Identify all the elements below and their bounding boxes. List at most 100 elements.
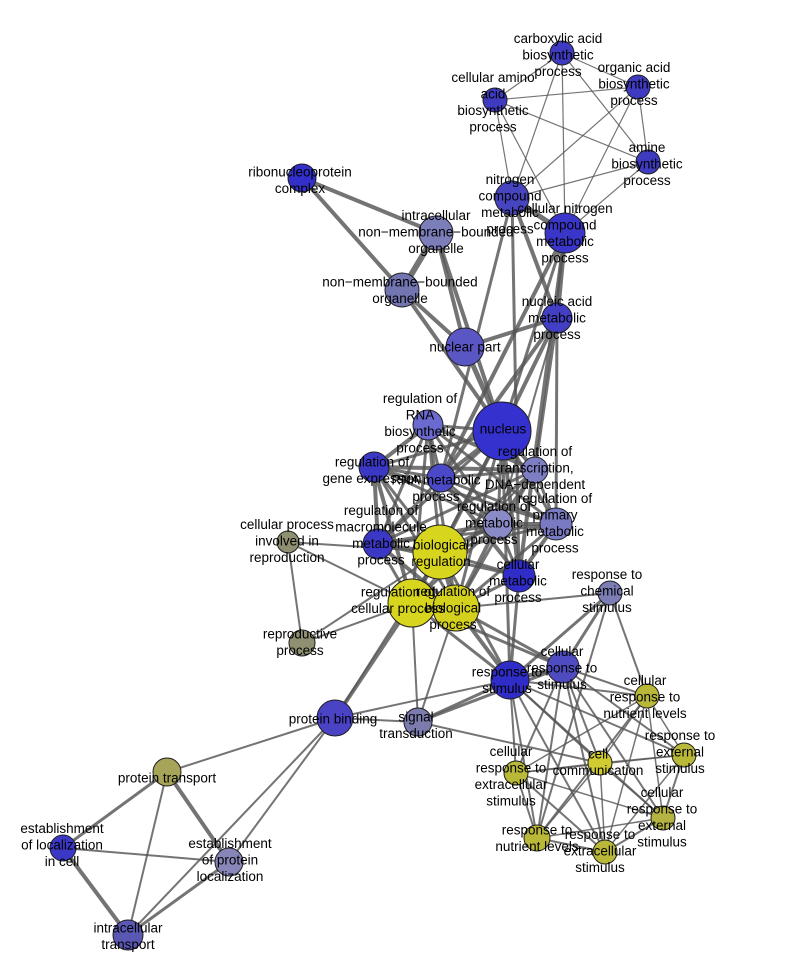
label-cell-communication: cell communication	[553, 746, 644, 778]
edge-rna-metabolic-process--regulation-of-transcription-dna-dependent	[440, 468, 536, 480]
node-regulation-of-primary-metabolic-process[interactable]	[539, 507, 573, 541]
edge-cellular-nitrogen-compound-metabolic-process--cellular-metabolic-process	[517, 232, 567, 577]
edge-response-to-chemical-stimulus--cellular-response-to-nutrient-levels	[609, 592, 648, 697]
edge-establishment-of-localization-in-cell--intracellular-transport	[61, 846, 130, 937]
edge-regulation-of-rna-biosynthetic-process--regulation-of-biological-process	[426, 424, 458, 609]
node-biological-regulation[interactable]	[412, 524, 468, 580]
label-reproductive-process: reproductive process	[263, 626, 337, 658]
node-nitrogen-compound-metabolic-process[interactable]	[494, 180, 530, 216]
edge-cellular-amino-acid-biosynthetic-process--cellular-nitrogen-compound-metabolic-process	[494, 99, 566, 234]
edge-response-to-stimulus--cellular-response-to-nutrient-levels	[509, 679, 648, 697]
edge-organic-acid-biosynthetic-process--cellular-amino-acid-biosynthetic-process	[494, 86, 639, 101]
label-cellular-response-to-nutrient-levels: cellular response to nutrient levels	[603, 673, 687, 721]
edge-regulation-of-gene-expression--regulation-of-metabolic-process	[373, 465, 499, 526]
edge-protein-transport--establishment-of-protein-localization	[165, 770, 231, 864]
edge-cellular-response-to-stimulus--signal-transduction	[417, 665, 564, 724]
node-intracellular-transport[interactable]	[112, 919, 144, 951]
edge-amine-biosynthetic-process--nitrogen-compound-metabolic-process	[511, 161, 649, 199]
label-regulation-of-biological-process: regulation of biological process	[416, 584, 491, 632]
node-cellular-response-to-nutrient-levels[interactable]	[634, 683, 660, 709]
edge-carboxylic-acid-biosynthetic-process--organic-acid-biosynthetic-process	[561, 52, 639, 88]
edge-response-to-external-stimulus--response-to-extracellular-stimulus	[604, 754, 685, 853]
node-ribonucleoprotein-complex[interactable]	[287, 163, 317, 193]
edge-cell-communication--cellular-response-to-external-stimulus	[599, 762, 664, 819]
label-carboxylic-acid-biosynthetic-process: carboxylic acid biosynthetic process	[514, 31, 603, 79]
node-cellular-amino-acid-biosynthetic-process[interactable]	[482, 87, 508, 113]
node-regulation-of-biological-process[interactable]	[432, 584, 480, 632]
node-regulation-of-rna-biosynthetic-process[interactable]	[412, 409, 444, 441]
label-cellular-amino-acid-biosynthetic-process: cellular amino acid biosynthetic process	[451, 70, 534, 135]
edge-nucleic-acid-metabolic-process--regulation-of-transcription-dna-dependent	[533, 317, 559, 471]
label-biological-regulation: biological regulation	[411, 537, 470, 569]
node-protein-transport[interactable]	[152, 757, 182, 787]
labels-layer: carboxylic acid biosynthetic process organi…	[20, 31, 715, 952]
label-regulation-of-gene-expression: regulation of gene expression	[322, 454, 421, 486]
edge-carboxylic-acid-biosynthetic-process--cellular-amino-acid-biosynthetic-process	[494, 52, 563, 101]
edge-protein-transport--establishment-of-localization-in-cell	[62, 770, 168, 850]
node-cellular-nitrogen-compound-metabolic-process[interactable]	[544, 212, 586, 254]
label-intracellular-transport: intracellular transport	[93, 920, 163, 952]
node-establishment-of-protein-localization[interactable]	[214, 847, 244, 877]
edge-cell-communication--signal-transduction	[417, 721, 601, 764]
node-cellular-process-involved-in-reproduction[interactable]	[276, 530, 300, 554]
node-response-to-extracellular-stimulus[interactable]	[592, 839, 618, 865]
node-response-to-chemical-stimulus[interactable]	[597, 580, 623, 606]
label-regulation-of-primary-metabolic-process: regulation of primary metabolic process	[518, 491, 593, 556]
edge-establishment-of-protein-localization--intracellular-transport	[127, 860, 230, 937]
node-amine-biosynthetic-process[interactable]	[635, 149, 661, 175]
node-organic-acid-biosynthetic-process[interactable]	[625, 74, 651, 100]
edge-regulation-of-rna-biosynthetic-process--regulation-of-macromolecule-metabolic-process	[376, 424, 430, 545]
nodes-layer	[49, 40, 697, 951]
label-response-to-nutrient-levels: response to nutrient levels	[495, 822, 579, 854]
edge-response-to-chemical-stimulus--response-to-stimulus	[509, 591, 611, 682]
edge-regulation-of-transcription-dna-dependent--regulation-of-macromolecule-metabolic-process	[377, 468, 536, 546]
node-signal-transduction[interactable]	[403, 707, 433, 737]
node-non-membrane-bounded-organelle[interactable]	[384, 272, 420, 308]
edge-protein-binding--establishment-of-protein-localization	[228, 717, 336, 863]
edge-cellular-response-to-stimulus--response-to-external-stimulus	[562, 666, 685, 756]
edge-carboxylic-acid-biosynthetic-process--amine-biosynthetic-process	[561, 52, 649, 163]
node-cellular-response-to-stimulus[interactable]	[546, 650, 580, 684]
label-nucleus: nucleus	[480, 422, 527, 437]
node-regulation-of-macromolecule-metabolic-process[interactable]	[362, 528, 394, 560]
label-response-to-chemical-stimulus: response to chemical stimulus	[572, 567, 643, 615]
edge-cellular-response-to-nutrient-levels--cellular-response-to-extracellular-stimulus	[515, 695, 648, 774]
node-cell-communication[interactable]	[587, 750, 613, 776]
node-intracellular-non-membrane-bounded-organelle[interactable]	[418, 215, 454, 251]
node-cellular-response-to-extracellular-stimulus[interactable]	[503, 760, 529, 786]
label-intracellular-non-membrane-bounded-organelle: intracellular non−membrane−bounded organel…	[358, 208, 513, 256]
node-reproductive-process[interactable]	[288, 629, 316, 657]
node-response-to-nutrient-levels[interactable]	[523, 824, 551, 852]
node-cellular-response-to-external-stimulus[interactable]	[650, 805, 676, 831]
node-nucleus[interactable]	[472, 401, 532, 461]
node-carboxylic-acid-biosynthetic-process[interactable]	[549, 40, 575, 66]
node-nuclear-part[interactable]	[445, 327, 485, 367]
node-response-to-external-stimulus[interactable]	[671, 742, 697, 768]
node-regulation-of-transcription-dna-dependent[interactable]	[521, 456, 549, 484]
node-regulation-of-gene-expression[interactable]	[358, 451, 390, 483]
edge-cellular-response-to-stimulus--cellular-response-to-external-stimulus	[562, 666, 664, 819]
node-protein-binding[interactable]	[316, 699, 354, 737]
label-response-to-stimulus: response to stimulus	[472, 664, 543, 696]
edge-response-to-stimulus--protein-binding	[334, 679, 511, 719]
edge-cellular-response-to-extracellular-stimulus--response-to-extracellular-stimulus	[515, 772, 606, 853]
edge-protein-binding--protein-transport	[166, 717, 336, 773]
edge-regulation-of-gene-expression--regulation-of-transcription-dna-dependent	[373, 465, 536, 472]
label-response-to-extracellular-stimulus: response to extracellular stimulus	[564, 827, 637, 875]
edge-cellular-nitrogen-compound-metabolic-process--nucleus	[500, 232, 567, 432]
label-cellular-response-to-stimulus: cellular response to stimulus	[527, 644, 598, 692]
edge-cell-communication--response-to-extracellular-stimulus	[599, 762, 606, 853]
node-rna-metabolic-process[interactable]	[426, 463, 456, 493]
node-nucleic-acid-metabolic-process[interactable]	[541, 302, 573, 334]
label-cellular-nitrogen-compound-metabolic-process: cellular nitrogen compound metabolic proces…	[517, 201, 612, 265]
edge-cellular-process-involved-in-reproduction--reproductive-process	[287, 541, 303, 644]
edge-carboxylic-acid-biosynthetic-process--nitrogen-compound-metabolic-process	[511, 52, 563, 199]
label-amine-biosynthetic-process: amine biosynthetic process	[611, 140, 683, 188]
node-response-to-stimulus[interactable]	[490, 660, 530, 700]
edge-establishment-of-localization-in-cell--establishment-of-protein-localization	[62, 847, 230, 863]
node-cellular-metabolic-process[interactable]	[502, 559, 536, 593]
node-establishment-of-localization-in-cell[interactable]	[49, 834, 77, 862]
edge-nitrogen-compound-metabolic-process--nucleic-acid-metabolic-process	[510, 197, 559, 319]
node-regulation-of-metabolic-process[interactable]	[482, 508, 514, 540]
